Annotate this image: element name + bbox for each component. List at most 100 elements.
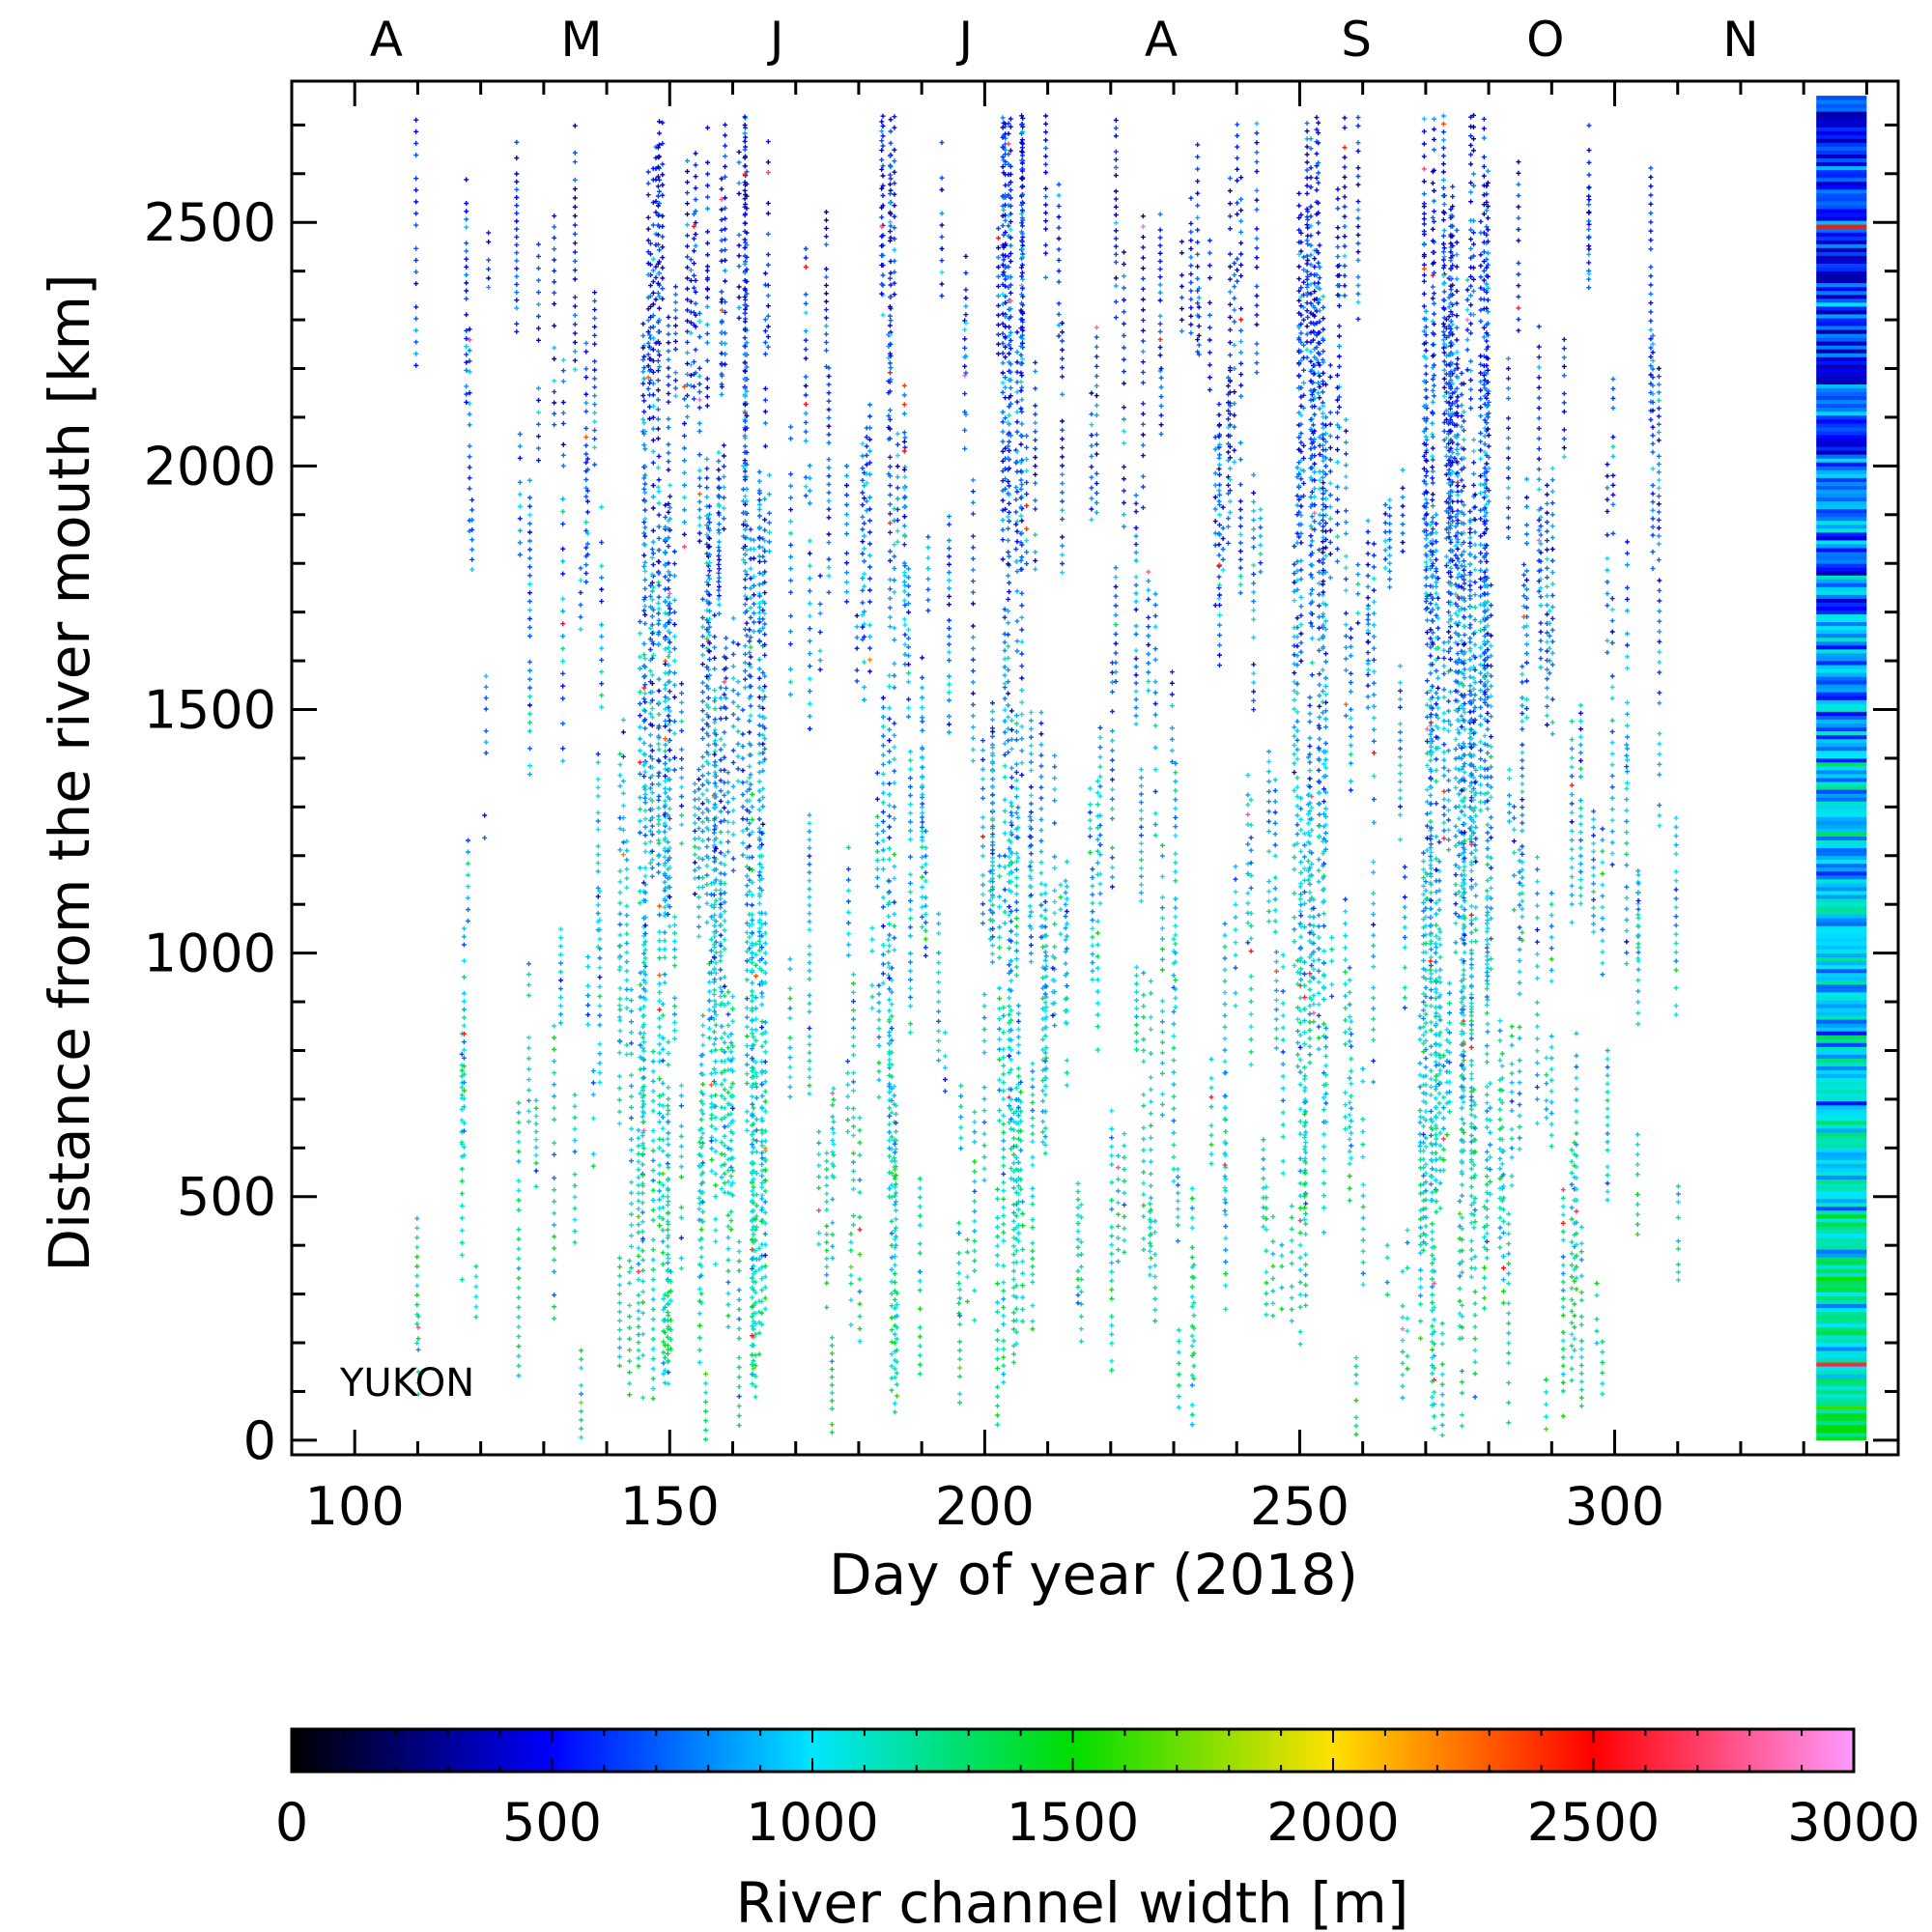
data-point [1001,1221,1007,1227]
data-point [640,1098,646,1104]
data-point [649,832,655,838]
data-point [762,1049,768,1055]
data-point [1009,819,1014,825]
data-point [722,1143,727,1149]
data-point [467,412,472,417]
data-point [744,267,750,272]
data-point [696,1163,702,1169]
data-point [997,864,1003,868]
data-point [572,123,578,128]
data-point [723,195,728,201]
data-point [650,1157,656,1163]
data-point [516,1110,522,1116]
data-point [660,1216,666,1222]
data-point [747,763,753,769]
data-point [787,679,793,685]
data-point [464,272,469,278]
data-point [464,296,469,301]
data-point [803,355,809,361]
data-point [1020,1270,1026,1276]
data-point [708,892,714,897]
data-point [649,588,655,594]
data-point [823,210,829,214]
data-point [901,579,907,584]
data-point [1018,513,1024,519]
data-point [880,961,886,967]
data-point [517,552,523,557]
data-point [716,587,722,593]
data-point [657,1119,663,1124]
data-point [641,640,647,646]
data-point [892,756,897,762]
data-point [558,952,563,957]
data-point [629,1040,634,1046]
data-point [1020,1307,1026,1312]
data-point [1028,951,1034,956]
data-point [889,1363,895,1369]
data-point [826,473,832,479]
data-point [1009,1166,1014,1172]
data-point [572,340,578,345]
data-point [700,829,705,835]
data-point [696,468,702,473]
data-point [742,130,748,136]
data-point [939,270,945,275]
data-point [981,1154,987,1160]
data-point [887,408,893,413]
data-point [1002,865,1008,870]
data-point [517,540,523,546]
data-point [700,717,705,723]
data-point [660,192,666,198]
data-point [742,593,748,599]
data-point [744,413,750,418]
data-point [461,942,467,948]
data-point [662,972,668,978]
data-point [860,466,866,471]
data-point [907,977,913,982]
data-point [700,1140,706,1146]
data-point [650,1336,656,1342]
data-point [560,634,566,639]
data-point [760,821,766,827]
data-point [894,1190,898,1196]
data-point [650,527,656,533]
data-point [713,1149,719,1154]
data-point [636,1348,641,1353]
data-point [641,1012,647,1018]
data-point [831,1119,837,1124]
data-point [705,696,711,700]
data-point [713,1036,719,1041]
data-point [650,460,656,466]
data-point [517,431,523,437]
data-point [459,1085,465,1090]
data-point [1001,1171,1007,1177]
data-point [649,714,655,720]
data-point [917,1195,923,1200]
data-point [666,331,671,337]
data-point [617,868,623,874]
data-point [639,1209,645,1215]
data-point [712,848,718,854]
data-point [641,520,647,526]
data-point [533,1168,539,1174]
data-point [665,1227,670,1233]
data-point [857,1326,863,1332]
data-point [655,280,661,286]
data-point [723,352,728,356]
data-point [920,874,925,880]
data-point [894,1393,899,1399]
data-point [560,758,566,764]
data-point [624,1006,630,1010]
data-point [892,899,897,905]
data-point [876,1026,882,1032]
data-point [667,806,672,811]
data-point [887,1040,893,1046]
data-point [862,609,867,614]
data-point [894,1129,898,1134]
data-point [788,554,794,559]
data-point [657,1050,663,1056]
data-point [826,573,832,579]
data-point [936,1038,942,1043]
data-point [666,704,671,710]
data-point [1014,429,1020,435]
